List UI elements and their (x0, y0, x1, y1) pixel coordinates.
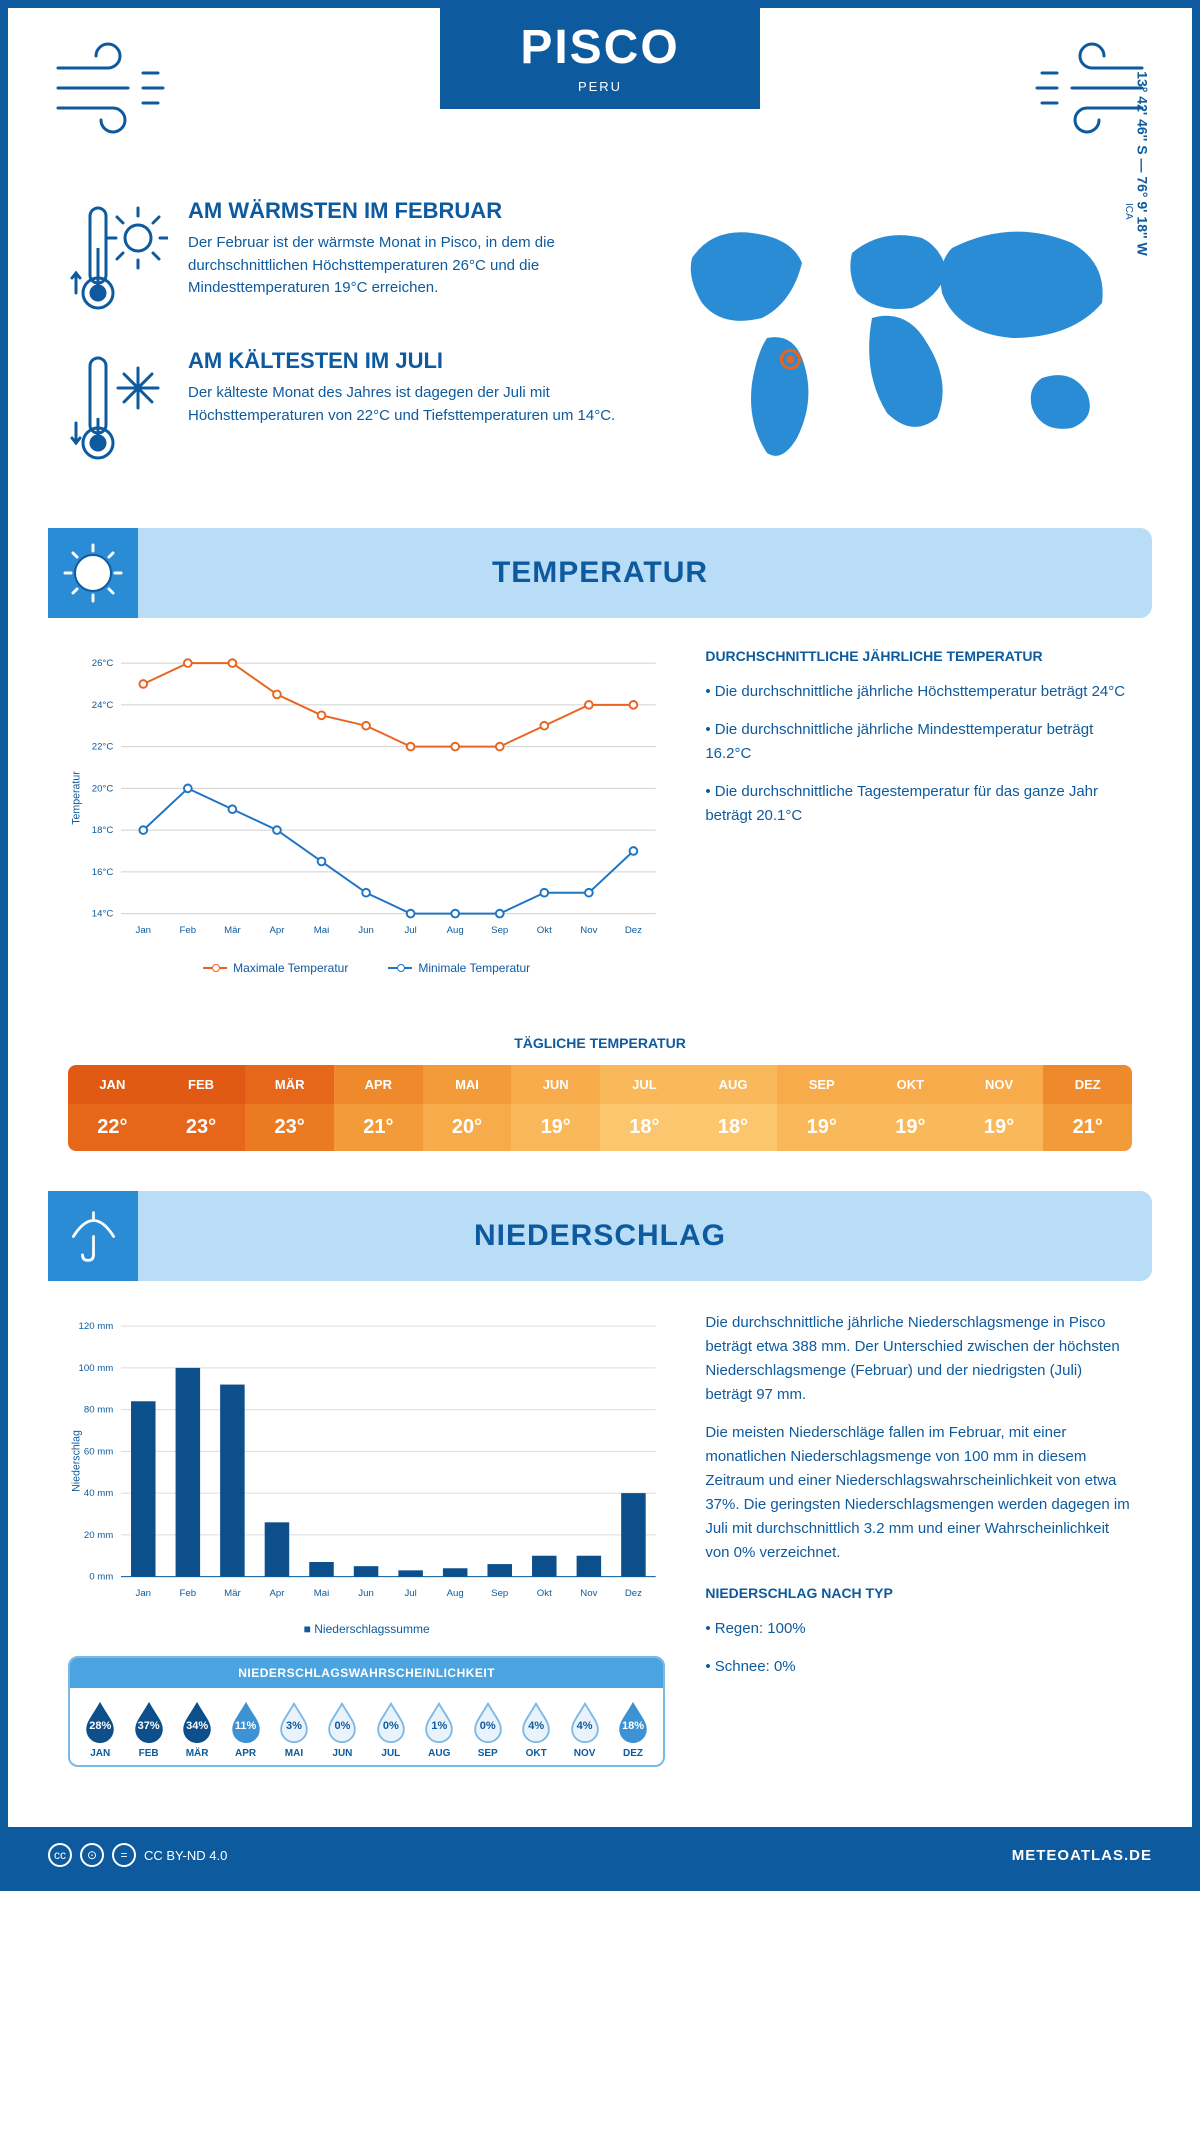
svg-text:Jul: Jul (404, 925, 416, 936)
precip-info: Die durchschnittliche jährliche Niedersc… (705, 1311, 1132, 1767)
umbrella-icon (48, 1191, 138, 1281)
svg-text:Jan: Jan (136, 925, 152, 936)
title-banner: PISCO PERU (440, 0, 759, 109)
probability-cell: 0%SEP (464, 1700, 512, 1759)
temperature-heading: TEMPERATUR (138, 556, 1152, 590)
temperature-header: TEMPERATUR (48, 528, 1152, 618)
temperature-chart: 14°C 16°C 18°C 20°C 22°C 24°C 26°C Jan Feb Mär Apr… (68, 648, 665, 975)
probability-heading: NIEDERSCHLAGSWAHRSCHEINLICHKEIT (70, 1658, 663, 1688)
svg-text:Nov: Nov (580, 925, 597, 936)
svg-text:Nov: Nov (580, 1588, 597, 1599)
daily-table: JANFEBMÄRAPRMAIJUNJULAUGSEPOKTNOVDEZ22°2… (68, 1065, 1132, 1151)
svg-text:Jul: Jul (404, 1588, 416, 1599)
cc-icon: cc (48, 1843, 72, 1867)
svg-text:Niederschlag: Niederschlag (71, 1430, 83, 1492)
thermometer-snow-icon (68, 348, 168, 468)
svg-text:Okt: Okt (537, 1588, 552, 1599)
nd-icon: = (112, 1843, 136, 1867)
svg-text:Jan: Jan (136, 1588, 152, 1599)
probability-cell: 18%DEZ (609, 1700, 657, 1759)
probability-cell: 1%AUG (415, 1700, 463, 1759)
probability-cell: 37%FEB (124, 1700, 172, 1759)
svg-text:14°C: 14°C (92, 909, 114, 920)
footer: cc ⊙ = CC BY-ND 4.0 METEOATLAS.DE (8, 1827, 1192, 1883)
svg-text:24°C: 24°C (92, 700, 114, 711)
svg-text:120 mm: 120 mm (79, 1321, 114, 1332)
svg-text:Jun: Jun (358, 1588, 374, 1599)
svg-text:Aug: Aug (447, 1588, 464, 1599)
wind-icon-right (1012, 38, 1152, 138)
coldest-fact: AM KÄLTESTEN IM JULI Der kälteste Monat … (68, 348, 622, 468)
probability-cell: 34%MÄR (173, 1700, 221, 1759)
probability-cell: 4%OKT (512, 1700, 560, 1759)
svg-text:Sep: Sep (491, 925, 508, 936)
svg-text:0 mm: 0 mm (89, 1572, 113, 1583)
city-title: PISCO (520, 20, 679, 75)
world-map (652, 198, 1132, 478)
probability-cell: 28%JAN (76, 1700, 124, 1759)
overview-section: AM WÄRMSTEN IM FEBRUAR Der Februar ist d… (8, 158, 1192, 528)
by-icon: ⊙ (80, 1843, 104, 1867)
probability-cell: 0%JUN (318, 1700, 366, 1759)
svg-text:Dez: Dez (625, 1588, 642, 1599)
license: cc ⊙ = CC BY-ND 4.0 (48, 1843, 227, 1867)
svg-text:18°C: 18°C (92, 825, 114, 836)
svg-text:40 mm: 40 mm (84, 1488, 113, 1499)
probability-cell: 4%NOV (560, 1700, 608, 1759)
site-name: METEOATLAS.DE (1012, 1847, 1152, 1864)
temperature-info: DURCHSCHNITTLICHE JÄHRLICHE TEMPERATUR •… (705, 648, 1132, 975)
probability-cell: 3%MAI (270, 1700, 318, 1759)
probability-cell: 11%APR (221, 1700, 269, 1759)
svg-text:Apr: Apr (269, 1588, 285, 1599)
svg-text:Temperatur: Temperatur (71, 771, 83, 825)
warmest-fact: AM WÄRMSTEN IM FEBRUAR Der Februar ist d… (68, 198, 622, 318)
svg-text:Sep: Sep (491, 1588, 508, 1599)
svg-text:80 mm: 80 mm (84, 1405, 113, 1416)
temp-info-heading: DURCHSCHNITTLICHE JÄHRLICHE TEMPERATUR (705, 648, 1132, 664)
svg-text:Mär: Mär (224, 1588, 241, 1599)
country-subtitle: PERU (520, 79, 679, 94)
svg-text:Okt: Okt (537, 925, 552, 936)
svg-text:26°C: 26°C (92, 658, 114, 669)
svg-text:Mai: Mai (314, 1588, 330, 1599)
svg-text:Apr: Apr (269, 925, 285, 936)
probability-box: NIEDERSCHLAGSWAHRSCHEINLICHKEIT 28%JAN37… (68, 1656, 665, 1767)
precip-header: NIEDERSCHLAG (48, 1191, 1152, 1281)
header: PISCO PERU (8, 8, 1192, 158)
world-map-box: ICA 13° 42' 46'' S — 76° 9' 18'' W (652, 198, 1132, 498)
svg-text:20 mm: 20 mm (84, 1530, 113, 1541)
wind-icon-left (48, 38, 188, 138)
svg-text:Aug: Aug (447, 925, 464, 936)
svg-text:60 mm: 60 mm (84, 1446, 113, 1457)
daily-heading: TÄGLICHE TEMPERATUR (8, 1035, 1192, 1051)
svg-text:100 mm: 100 mm (79, 1363, 114, 1374)
warmest-text: Der Februar ist der wärmste Monat in Pis… (188, 232, 622, 300)
svg-text:Jun: Jun (358, 925, 374, 936)
temperature-legend: Maximale Temperatur Minimale Temperatur (68, 961, 665, 975)
coldest-title: AM KÄLTESTEN IM JULI (188, 348, 622, 374)
warmest-title: AM WÄRMSTEN IM FEBRUAR (188, 198, 622, 224)
probability-cell: 0%JUL (367, 1700, 415, 1759)
precip-type-heading: NIEDERSCHLAG NACH TYP (705, 1585, 1132, 1601)
svg-text:Mai: Mai (314, 925, 330, 936)
svg-text:16°C: 16°C (92, 867, 114, 878)
svg-text:20°C: 20°C (92, 783, 114, 794)
svg-text:22°C: 22°C (92, 742, 114, 753)
coordinates: 13° 42' 46'' S — 76° 9' 18'' W (1134, 71, 1150, 256)
precip-heading: NIEDERSCHLAG (138, 1219, 1152, 1253)
svg-text:Mär: Mär (224, 925, 241, 936)
sun-icon (48, 528, 138, 618)
region-label: ICA (1123, 203, 1134, 220)
svg-text:Feb: Feb (180, 925, 197, 936)
thermometer-sun-icon (68, 198, 168, 318)
precip-legend: Niederschlagssumme (68, 1622, 665, 1636)
svg-text:Feb: Feb (180, 1588, 197, 1599)
coldest-text: Der kälteste Monat des Jahres ist dagege… (188, 382, 622, 427)
precip-chart: 0 mm 20 mm 40 mm 60 mm 80 mm 100 mm 120 mm Jan F… (68, 1311, 665, 1767)
svg-text:Dez: Dez (625, 925, 642, 936)
